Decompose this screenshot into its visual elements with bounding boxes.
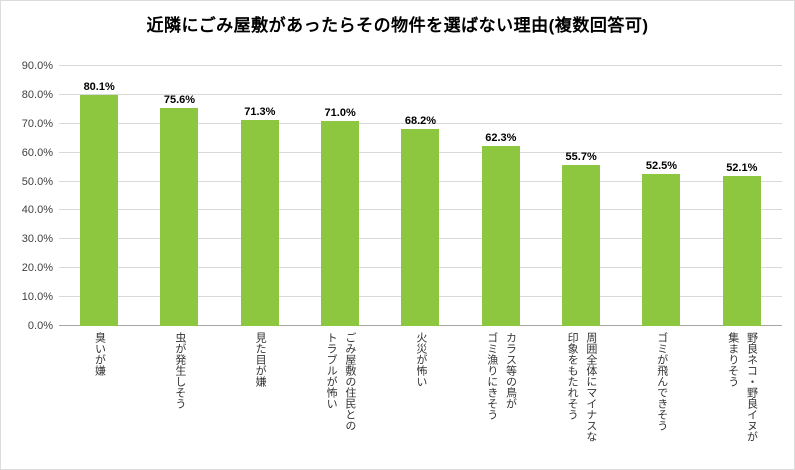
x-label-cell: カラス等の鳥が ゴミ漁りにきそう (461, 332, 541, 464)
bar-group: 80.1% (59, 66, 139, 326)
y-tick-label: 70.0% (21, 117, 53, 130)
bar-group: 52.5% (621, 66, 701, 326)
x-axis-label: 野良ネコ・野良イヌが 集まりそう (726, 332, 758, 442)
chart-title: 近隣にごみ屋敷があったらその物件を選ばない理由(複数回答可) (146, 16, 649, 35)
x-axis-label: 臭いが嫌 (93, 332, 106, 376)
x-label-cell: 野良ネコ・野良イヌが 集まりそう (702, 332, 782, 464)
y-tick-label: 50.0% (21, 175, 53, 188)
gridline (59, 65, 782, 66)
bar-value-label: 52.1% (726, 161, 758, 174)
bar-value-label: 55.7% (565, 151, 597, 164)
bars: 80.1% 75.6% 71.3% 71.0% 68.2% 62.3% 55.7% 52.5%… (59, 66, 782, 326)
bar-group: 71.0% (300, 66, 380, 326)
bar-value-label: 52.5% (645, 160, 678, 173)
y-axis: 0.0% 10.0% 20.0% 30.0% 40.0% 50.0% 60.0% 70.0% 8… (7, 60, 57, 332)
x-label-cell: 火災が怖い (380, 332, 460, 464)
bar (321, 120, 360, 326)
bar (401, 128, 440, 326)
bar-group: 75.6% (139, 66, 219, 326)
x-label-cell: ごみ屋敷の住民との トラブルが怖い (300, 332, 380, 464)
bar-value-label: 71.0% (324, 106, 356, 119)
bar-value-label: 75.6% (163, 93, 196, 106)
plot-area: 80.1% 75.6% 71.3% 71.0% 68.2% 62.3% 55.7% 52.5%… (59, 65, 782, 326)
bar-value-label: 62.3% (485, 132, 517, 145)
y-tick-label: 60.0% (21, 146, 53, 159)
bar-value-label: 80.1% (83, 80, 115, 93)
bar (642, 174, 681, 326)
bar-group: 71.3% (220, 66, 300, 326)
bar (80, 94, 119, 326)
bar (160, 107, 199, 326)
x-axis-label: ゴミが飛んできそう (655, 332, 668, 431)
x-label-cell: 周囲全体にマイナスな 印象をもたれそう (541, 332, 621, 464)
bar-group: 62.3% (461, 66, 541, 326)
bar-group: 55.7% (541, 66, 621, 326)
bar (562, 165, 601, 326)
bar-value-label: 71.3% (244, 106, 276, 119)
y-tick-label: 80.0% (21, 88, 53, 101)
bar (481, 146, 520, 326)
x-label-cell: 虫が発生しそう (139, 332, 219, 464)
x-axis-labels: 臭いが嫌 虫が発生しそう 見た目が嫌 ごみ屋敷の住民との トラブルが怖い 火災が怖い カラ… (59, 332, 782, 464)
x-label-cell: 見た目が嫌 (220, 332, 300, 464)
bar (240, 120, 279, 326)
y-tick-label: 0.0% (27, 320, 53, 332)
gridline (59, 122, 782, 124)
x-label-cell: 臭いが嫌 (59, 332, 139, 464)
bar-group: 68.2% (380, 66, 460, 326)
y-tick-label: 40.0% (21, 204, 53, 217)
x-axis-label: 周囲全体にマイナスな 印象をもたれそう (566, 332, 597, 442)
y-tick-label: 10.0% (21, 291, 53, 304)
y-tick-label: 20.0% (21, 262, 53, 275)
x-label-cell: ゴミが飛んできそう (621, 332, 701, 464)
bar-value-label: 68.2% (404, 114, 437, 127)
x-axis-label: 見た目が嫌 (254, 332, 267, 387)
bar (722, 175, 761, 326)
gridline (59, 93, 782, 95)
y-tick-label: 30.0% (21, 233, 53, 246)
x-axis-label: ごみ屋敷の住民との トラブルが怖い (325, 332, 356, 431)
bar-group: 52.1% (702, 66, 782, 326)
y-tick-label: 90.0% (21, 60, 53, 72)
x-axis-label: カラス等の鳥が ゴミ漁りにきそう (485, 332, 517, 420)
x-axis-label: 虫が発生しそう (173, 332, 186, 409)
x-axis-label: 火災が怖い (414, 332, 427, 387)
